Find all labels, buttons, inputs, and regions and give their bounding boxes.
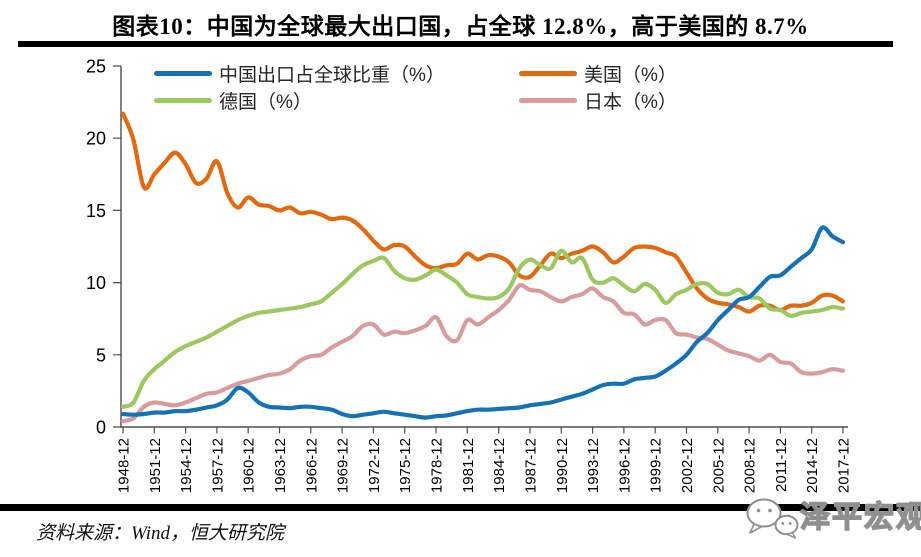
x-tick-label: 1966-12 [303, 438, 320, 493]
x-tick-label: 1969-12 [335, 438, 352, 493]
legend-item-japan: 日本（%） [519, 87, 677, 113]
x-tick-label: 1984-12 [491, 438, 508, 493]
y-tick-label: 10 [86, 273, 106, 293]
series-line-germany [120, 248, 846, 409]
x-tick-label: 2008-12 [742, 438, 759, 493]
legend-swatch-germany [154, 97, 212, 103]
x-tick-label: 1996-12 [616, 438, 633, 493]
legend-item-china: 中国出口占全球比重（%） [154, 60, 445, 86]
x-tick-label: 1957-12 [209, 438, 226, 493]
legend-label-usa: 美国（%） [584, 64, 677, 86]
axis-ticks [113, 65, 844, 434]
legend-swatch-usa [519, 70, 577, 76]
x-tick-label: 1972-12 [366, 438, 383, 493]
watermark: 泽平宏观 [744, 497, 921, 539]
legend-label-china: 中国出口占全球比重（%） [219, 64, 445, 86]
legend-item-germany: 德国（%） [154, 87, 312, 113]
watermark-text: 泽平宏观 [799, 500, 921, 534]
x-tick-label: 2014-12 [804, 438, 821, 493]
x-tick-label: 2017-12 [836, 438, 853, 493]
legend-swatch-china [154, 70, 212, 76]
chart-title: 图表10：中国为全球最大出口国，占全球 12.8%，高于美国的 8.7% [112, 14, 809, 39]
x-tick-label: 1990-12 [554, 438, 571, 493]
x-tick-label: 2005-12 [710, 438, 727, 493]
y-tick-label: 15 [86, 201, 106, 221]
legend-item-usa: 美国（%） [519, 60, 677, 86]
axes-lines [120, 66, 848, 428]
x-tick-label: 1993-12 [585, 438, 602, 493]
x-tick-label: 1948-12 [116, 438, 133, 493]
series-line-china [120, 225, 846, 420]
title-divider [18, 41, 893, 47]
x-tick-label: 2011-12 [773, 438, 790, 492]
y-tick-label: 25 [86, 57, 106, 77]
series-line-japan [120, 283, 846, 424]
legend-label-germany: 德国（%） [219, 91, 312, 113]
x-tick-label: 1981-12 [460, 438, 477, 493]
x-tick-label: 1960-12 [241, 438, 258, 493]
footer-divider [0, 504, 921, 511]
y-tick-label: 20 [86, 129, 106, 149]
x-tick-label: 1975-12 [397, 438, 414, 493]
legend-label-japan: 日本（%） [584, 91, 677, 113]
x-tick-label: 1999-12 [648, 438, 665, 493]
x-tick-label: 1987-12 [522, 438, 539, 493]
x-tick-label: 1954-12 [178, 438, 195, 493]
source-note: 资料来源：Wind，恒大研究院 [36, 523, 285, 544]
legend-swatch-japan [519, 97, 577, 103]
x-tick-label: 1978-12 [429, 438, 446, 493]
wechat-logo-icon [746, 498, 799, 539]
y-tick-label: 0 [96, 418, 106, 438]
x-tick-label: 1963-12 [272, 438, 289, 493]
series-line-usa [120, 111, 846, 314]
x-tick-label: 2002-12 [679, 438, 696, 493]
x-tick-label: 1951-12 [147, 438, 164, 493]
y-tick-label: 5 [96, 345, 106, 365]
